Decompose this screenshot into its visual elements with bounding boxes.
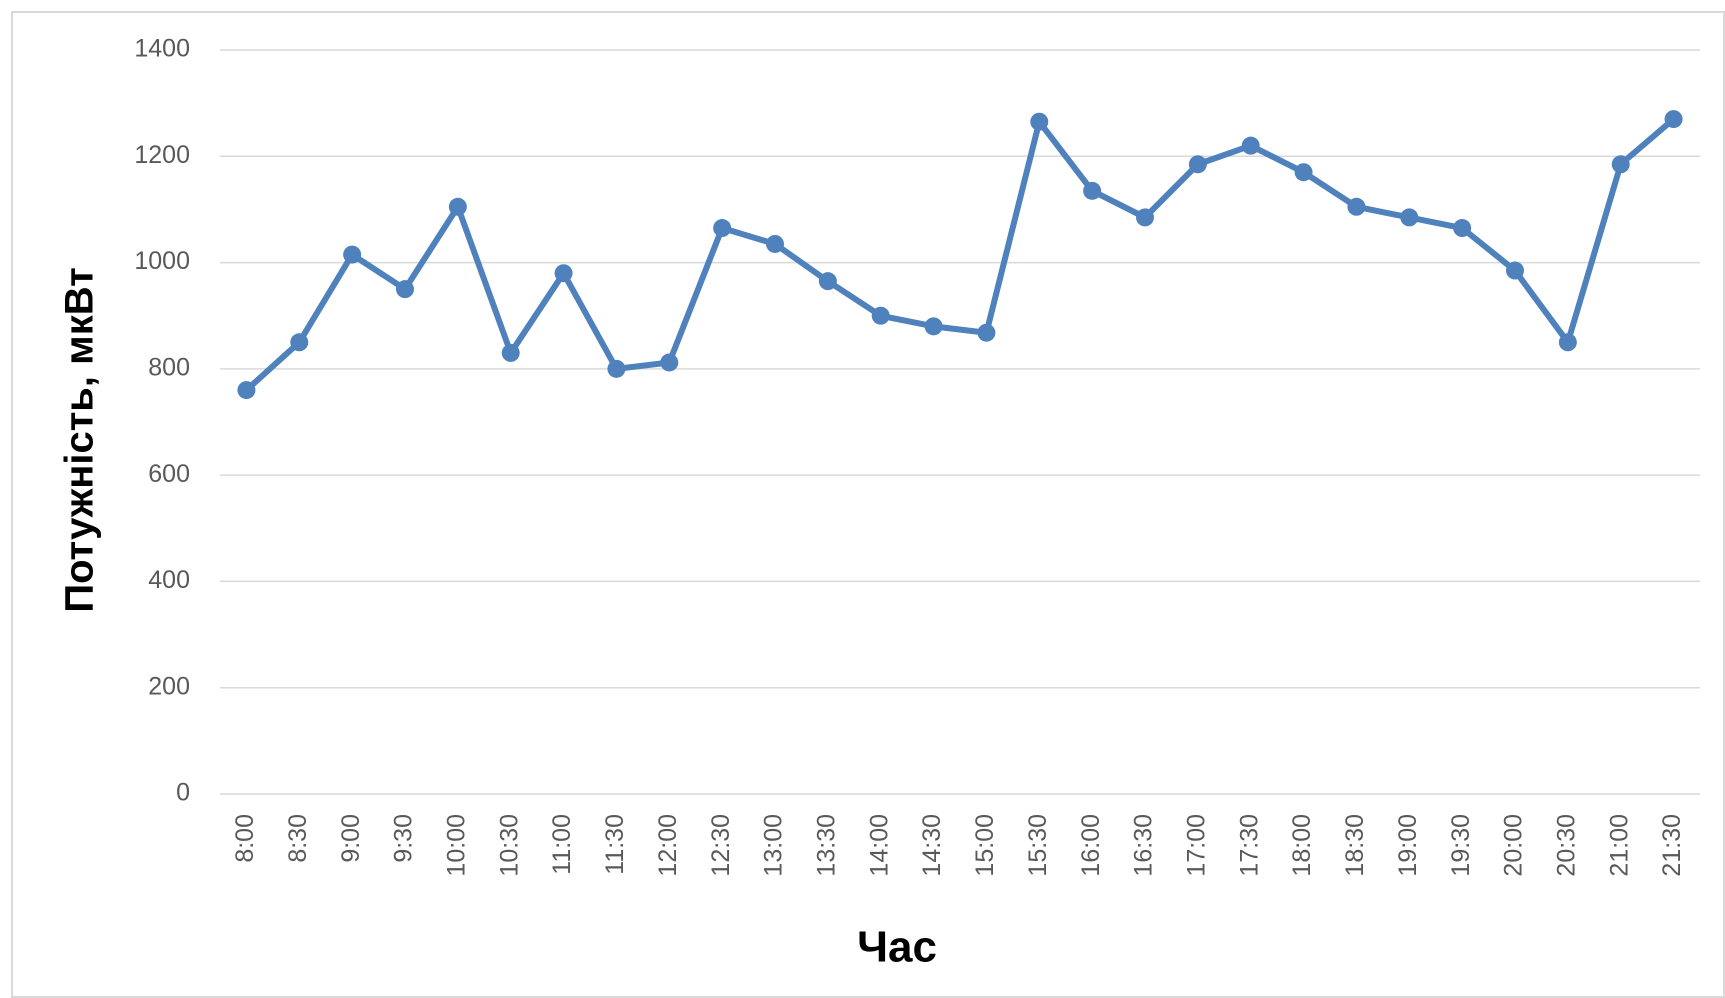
- chart-frame: [11, 11, 1725, 998]
- point: [1030, 112, 1049, 131]
- point: [818, 272, 837, 291]
- x-tick-label: 15:30: [1024, 814, 1052, 877]
- point: [660, 353, 679, 372]
- y-tick-label: 600: [148, 460, 190, 488]
- point: [554, 264, 573, 283]
- x-tick-label: 9:00: [337, 814, 365, 863]
- point: [1506, 261, 1524, 280]
- point: [1664, 110, 1683, 129]
- x-tick-label: 21:00: [1605, 814, 1633, 877]
- x-tick-label: 13:30: [812, 814, 840, 877]
- x-tick-label: 12:00: [654, 814, 682, 877]
- point: [607, 359, 626, 378]
- x-tick-label: 16:00: [1077, 814, 1105, 877]
- x-tick-label: 20:30: [1552, 814, 1580, 877]
- x-tick-label: 11:30: [601, 814, 629, 875]
- point: [977, 323, 996, 342]
- x-tick-label: 14:30: [918, 814, 946, 877]
- point: [501, 343, 520, 362]
- x-tick-label: 18:30: [1341, 814, 1369, 877]
- y-tick-label: 1400: [134, 35, 190, 63]
- x-tick-label: 10:30: [495, 814, 523, 877]
- point: [766, 234, 784, 253]
- point: [1400, 208, 1419, 227]
- point: [1558, 333, 1577, 352]
- x-tick-label: 8:30: [284, 814, 312, 863]
- y-axis-title: Потужність, мкВт: [58, 267, 102, 612]
- point: [713, 219, 732, 238]
- point: [1136, 208, 1154, 227]
- x-tick-label: 13:00: [760, 814, 788, 877]
- y-tick-label: 400: [148, 566, 190, 594]
- x-tick-label: 15:00: [971, 814, 999, 877]
- y-tick-label: 1200: [134, 141, 190, 169]
- point: [1611, 155, 1630, 174]
- point: [1083, 181, 1102, 200]
- y-tick-label: 1000: [134, 247, 190, 275]
- point: [1347, 197, 1366, 216]
- point: [1188, 155, 1207, 174]
- y-tick-label: 200: [148, 672, 190, 700]
- x-tick-label: 8:00: [231, 814, 259, 863]
- x-tick-label: 12:30: [707, 814, 735, 877]
- x-tick-label: 19:30: [1447, 814, 1475, 877]
- x-tick-label: 18:00: [1288, 814, 1316, 877]
- x-tick-label: 17:30: [1235, 814, 1263, 877]
- y-tick-label: 800: [148, 353, 190, 381]
- y-tick-label: 0: [176, 779, 190, 807]
- x-tick-label: 20:00: [1500, 814, 1528, 877]
- point: [290, 333, 309, 352]
- point: [343, 245, 362, 264]
- point: [396, 280, 414, 299]
- x-tick-label: 16:30: [1130, 814, 1158, 877]
- point: [448, 197, 467, 216]
- x-tick-label: 21:30: [1658, 814, 1686, 877]
- point: [1453, 219, 1472, 238]
- x-tick-label: 19:00: [1394, 814, 1422, 877]
- x-axis-title: Час: [857, 923, 937, 972]
- x-tick-label: 9:30: [390, 814, 418, 863]
- point: [924, 317, 943, 336]
- x-tick-label: 17:00: [1182, 814, 1210, 877]
- point: [237, 381, 256, 400]
- point: [1241, 136, 1260, 155]
- x-tick-label: 10:00: [442, 814, 470, 877]
- line: [244, 116, 1676, 393]
- point: [1294, 163, 1313, 182]
- x-tick-label: 11:00: [548, 814, 576, 875]
- point: [871, 306, 890, 325]
- x-tick-label: 14:00: [865, 814, 893, 877]
